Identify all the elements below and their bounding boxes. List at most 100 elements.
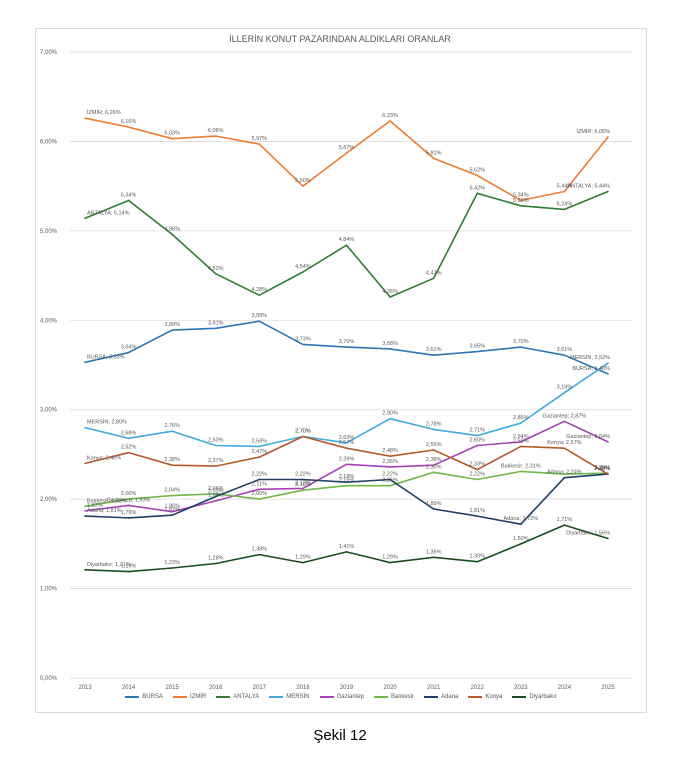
data-label-antalya: 5,42%	[469, 185, 485, 191]
data-label-balıkesir: 2,00%	[252, 491, 268, 497]
x-tick-label: 2018	[296, 685, 310, 691]
legend-label: Balıkesir	[391, 694, 415, 700]
data-label-antalya: 4,84%	[339, 237, 355, 243]
data-point-mersi-n	[432, 428, 435, 431]
data-label-gaziantep: 1,86%	[164, 504, 180, 510]
grid-lines	[70, 51, 632, 679]
legend-label: Gaziantep	[336, 694, 364, 700]
legend-label: BURSA	[142, 694, 163, 700]
data-point-mersi-n	[214, 444, 217, 447]
data-label-diyarbakır: 1,19%	[121, 564, 137, 570]
data-point-antalya	[520, 205, 522, 207]
data-point-konya	[127, 451, 130, 454]
data-point-diyarbakır	[476, 560, 479, 563]
data-point-mersi-n	[258, 445, 261, 448]
legend-swatch	[374, 696, 388, 698]
data-label-diyarbakır: 1,23%	[164, 560, 180, 566]
data-point-balıkesir	[563, 473, 566, 475]
data-label-antalya: 5,24%	[557, 201, 573, 207]
data-label-adana: Adana; 1,81%	[87, 508, 122, 514]
data-label-konya: 2,57%	[339, 440, 355, 446]
data-label-i-zmi-r: 5,34%	[513, 192, 529, 198]
data-point-bursa	[563, 354, 566, 356]
data-point-mersi-n	[563, 391, 566, 394]
data-label-diyarbakır: 1,28%	[208, 556, 224, 562]
data-label-balıkesir: 2,06%	[208, 486, 224, 492]
data-point-bursa	[84, 361, 86, 364]
data-label-antalya: 4,47%	[426, 270, 442, 276]
data-point-gaziantep	[345, 463, 348, 466]
data-label-konya: 2,33%	[469, 462, 485, 468]
data-label-i-zmi-r: İZMİR; 6,05%	[576, 128, 610, 135]
data-point-balıkesir	[84, 505, 86, 508]
data-point-antalya	[302, 271, 304, 273]
data-point-adana	[214, 495, 217, 498]
data-point-gaziantep	[127, 504, 130, 507]
data-label-adana: 1,89%	[426, 501, 442, 507]
data-label-i-zmi-r: İZMİR; 6,26%	[87, 109, 121, 116]
data-label-balıkesir: Balıkesir; 2,31%	[501, 463, 541, 469]
y-tick-label: 6,00%	[40, 139, 58, 145]
legend-item: BURSA	[125, 694, 163, 700]
data-point-i-zmi-r	[389, 120, 391, 122]
data-point-adana	[432, 508, 435, 510]
legend-item: Adana	[424, 694, 458, 700]
x-tick-label: 2020	[383, 685, 397, 691]
data-label-gaziantep: 2,38%	[426, 457, 442, 463]
data-point-antalya	[345, 244, 348, 246]
data-label-bursa: 3,73%	[295, 336, 311, 342]
data-point-antalya	[389, 296, 391, 298]
data-label-bursa: 3,61%	[557, 347, 573, 353]
data-label-adana: 1,79%	[121, 510, 137, 516]
data-point-balıkesir	[258, 498, 261, 500]
legend-item: Gaziantep	[319, 694, 364, 700]
x-tick-label: 2019	[340, 685, 354, 691]
data-label-mersi-n: MERSİN; 2,80%	[87, 419, 127, 426]
axis-labels: 0,00% 1,00% 2,00% 3,00% 4,00% 5,00% 6,00% 7,00%…	[40, 50, 615, 691]
x-tick-label: 2013	[78, 685, 92, 691]
x-tick-label: 2024	[558, 685, 572, 691]
data-point-adana	[171, 514, 173, 517]
data-point-diyarbakır	[171, 567, 173, 569]
data-point-konya	[563, 447, 566, 449]
data-label-konya: 2,47%	[252, 449, 268, 455]
data-point-balıkesir	[476, 478, 479, 481]
data-label-i-zmi-r: 6,03%	[164, 131, 180, 137]
data-point-mersi-n	[84, 426, 86, 429]
data-point-bursa	[607, 373, 609, 375]
data-label-balıkesir: 2,00%	[121, 491, 137, 497]
data-label-diyarbakır: 1,29%	[382, 555, 398, 561]
legend-swatch	[269, 696, 284, 698]
data-label-i-zmi-r: 6,06%	[208, 128, 224, 134]
data-label-i-zmi-r: 5,81%	[426, 150, 442, 156]
legend-label: Adana	[441, 694, 459, 700]
data-point-bursa	[432, 354, 435, 356]
data-point-balıkesir	[345, 484, 348, 487]
x-tick-label: 2022	[471, 685, 485, 691]
data-point-i-zmi-r	[171, 137, 173, 140]
data-point-gaziantep	[607, 441, 609, 443]
legend-label: ANTALYA	[233, 694, 260, 700]
legend-label: Diyarbakır	[529, 694, 557, 700]
data-label-mersi-n: 2,70%	[295, 429, 311, 435]
data-point-konya	[302, 435, 304, 438]
data-label-balıkesir: 2,29%	[594, 465, 610, 471]
x-tick-label: 2016	[209, 685, 223, 691]
data-point-adana	[563, 476, 566, 479]
data-label-adana: 2,19%	[339, 474, 355, 480]
data-label-konya: 2,37%	[208, 458, 224, 464]
x-tick-label: 2023	[514, 685, 528, 691]
data-label-gaziantep: Gaziantep; 2,64%	[566, 434, 610, 440]
data-label-balıkesir: 2,22%	[469, 471, 485, 477]
legend-item: İZMİR	[172, 694, 206, 700]
data-point-diyarbakır	[607, 537, 609, 540]
data-label-diyarbakır: 1,50%	[513, 536, 529, 542]
data-label-mersi-n: 3,19%	[557, 385, 573, 391]
data-label-gaziantep: 2,64%	[513, 434, 529, 440]
data-point-adana	[302, 478, 304, 481]
data-point-i-zmi-r	[476, 174, 479, 177]
legend-swatch	[172, 696, 187, 698]
data-point-gaziantep	[214, 500, 217, 502]
data-point-konya	[389, 455, 391, 458]
data-point-balıkesir	[127, 498, 130, 500]
